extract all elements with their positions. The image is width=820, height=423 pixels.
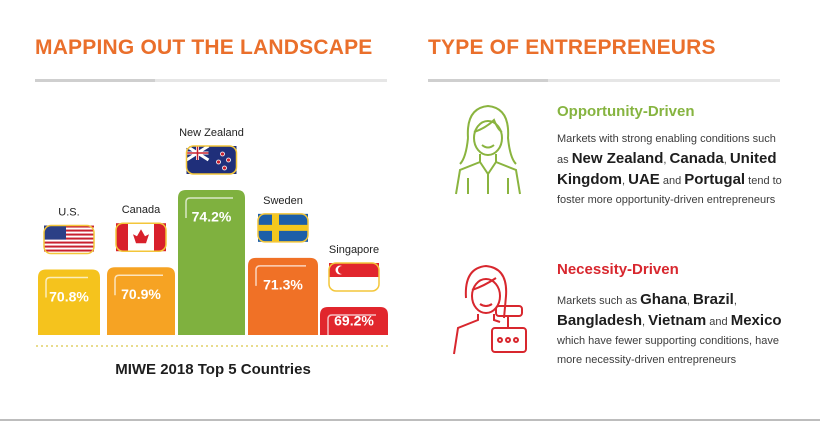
flag-stripe [44, 249, 94, 252]
highlight: Portugal [684, 171, 746, 188]
text: and [706, 316, 731, 328]
flag-canton [44, 225, 66, 240]
text: , [733, 295, 737, 307]
flag-star [216, 159, 221, 165]
flag-stripe [44, 233, 94, 236]
highlight: Canada [669, 150, 724, 167]
value-label: 70.8% [49, 288, 89, 304]
highlight: United Kingdom [557, 150, 777, 188]
value-label: 71.3% [263, 277, 303, 293]
value-label: 69.2% [334, 313, 374, 329]
flag-border [43, 224, 95, 255]
text: , [622, 175, 629, 187]
text: , [723, 154, 730, 166]
highlight: Mexico [730, 312, 782, 329]
bar [248, 257, 318, 335]
text: tend to foster more opportunity-driven e… [557, 175, 782, 206]
flag-stripe [44, 237, 94, 240]
type-title: Necessity-Driven [557, 261, 679, 278]
bar [178, 190, 245, 335]
flag-cross [258, 224, 308, 231]
flag-border [185, 145, 238, 175]
flag-stripe [44, 229, 94, 232]
left-heading: MAPPING OUT THE LANDSCAPE [35, 36, 373, 59]
flag [43, 224, 95, 255]
flag-union [186, 146, 209, 160]
flag [115, 222, 167, 252]
flag-moon [338, 266, 346, 274]
right-heading: TYPE OF ENTREPRENEURS [428, 36, 716, 59]
flag-side [154, 223, 166, 252]
text: , [663, 154, 670, 166]
flag-star [226, 157, 231, 163]
text: , [642, 316, 649, 328]
divider [428, 79, 780, 82]
text: Markets such as [557, 295, 641, 307]
flag-star [220, 151, 225, 157]
divider [35, 79, 387, 82]
chart: MIWE 2018 Top 5 Countries 70.8% U.S. 70.9%… [36, 127, 390, 378]
necessity-icon [453, 264, 527, 355]
bar [38, 269, 100, 335]
flag [257, 213, 309, 243]
highlight: Brazil [692, 291, 734, 308]
type-title: Opportunity-Driven [557, 103, 695, 120]
highlight: New Zealand [571, 150, 664, 167]
flag-leaf [133, 229, 149, 244]
type-text: Markets with strong enabling conditions … [557, 130, 787, 210]
highlight: Bangladesh [557, 312, 643, 329]
flag-border [257, 213, 309, 243]
bar [107, 267, 175, 335]
text: Markets with strong enabling conditions … [557, 133, 776, 166]
flag-border [115, 222, 167, 252]
text: which have fewer supporting conditions, … [557, 335, 779, 366]
chart-title: MIWE 2018 Top 5 Countries [115, 361, 311, 378]
bottom-rule [0, 419, 820, 421]
highlight: UAE [628, 171, 660, 188]
text: and [659, 175, 685, 187]
bar-highlight [185, 197, 233, 218]
value-label: 74.2% [192, 209, 232, 225]
x-tick-label: U.S. [58, 206, 79, 218]
x-tick-label: New Zealand [179, 127, 244, 139]
flag [328, 262, 380, 292]
highlight: Vietnam [648, 312, 707, 329]
bar-highlight [255, 265, 306, 286]
value-label: 70.9% [121, 286, 161, 302]
highlight: Ghana [640, 291, 687, 308]
flag [185, 144, 238, 175]
flag-star [222, 165, 227, 171]
flag-stripe [44, 245, 94, 248]
type-text: Markets such as Ghana, Brazil, Banglades… [557, 290, 787, 370]
bar [320, 307, 388, 335]
bar-highlight [114, 274, 163, 296]
opportunity-icon [455, 104, 521, 195]
flag-stripe [44, 241, 94, 244]
x-tick-label: Canada [122, 204, 161, 216]
flag-side [116, 223, 128, 252]
x-tick-label: Sweden [263, 195, 303, 207]
text: , [686, 295, 693, 307]
bar-highlight [327, 314, 376, 335]
flag-stripe [44, 225, 94, 228]
x-tick-label: Singapore [329, 244, 379, 256]
bar-highlight [45, 276, 88, 298]
flag-border [328, 262, 380, 292]
